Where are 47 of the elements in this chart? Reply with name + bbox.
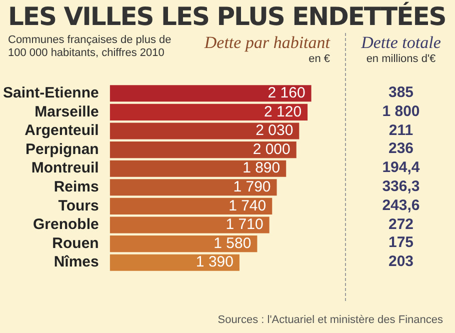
data-label: 2 160 bbox=[268, 84, 306, 102]
chart-title: LES VILLES LES PLUS ENDETTÉES bbox=[8, 2, 446, 31]
bar bbox=[110, 216, 270, 234]
text: Dette totale bbox=[360, 33, 442, 53]
data-label: 1 890 bbox=[242, 160, 280, 177]
bar bbox=[110, 160, 286, 177]
y-tick-label: Montreuil bbox=[31, 160, 99, 177]
bar bbox=[110, 254, 240, 271]
text: 385 bbox=[387, 83, 415, 104]
bar bbox=[110, 85, 312, 102]
bar bbox=[110, 198, 272, 214]
y-tick-label: Argenteuil bbox=[24, 122, 99, 140]
chart-subtitle: Communes françaises de plus de 100 000 habitants, chiffres 2010 bbox=[8, 34, 172, 60]
text: 272 bbox=[387, 214, 415, 235]
y-tick-label: Nîmes bbox=[54, 254, 99, 271]
bar bbox=[110, 142, 296, 158]
text: 1 800 bbox=[381, 102, 421, 122]
text: en millions d'€ bbox=[365, 53, 437, 65]
data-label: 1 710 bbox=[226, 216, 264, 234]
y-tick-label: Saint-Etienne bbox=[2, 84, 99, 102]
text: 175 bbox=[387, 233, 415, 254]
y-tick-label: Grenoble bbox=[32, 216, 99, 234]
text: 336,3 bbox=[381, 177, 421, 198]
y-tick-label: Rouen bbox=[52, 234, 99, 252]
bar bbox=[110, 236, 258, 252]
data-label: 1 580 bbox=[214, 234, 252, 252]
x-axis-title: Dette par habitant bbox=[204, 33, 330, 53]
bar bbox=[110, 122, 300, 140]
y-tick-label: Perpignan bbox=[25, 140, 99, 158]
text: 243,6 bbox=[381, 196, 421, 216]
y-tick-label: Marseille bbox=[34, 103, 99, 120]
text: en € bbox=[308, 53, 330, 65]
text: 203 bbox=[387, 252, 415, 272]
data-label: 1 790 bbox=[233, 178, 271, 196]
bar bbox=[110, 104, 308, 120]
text: 236 bbox=[387, 139, 415, 160]
text: 194,4 bbox=[381, 158, 421, 178]
data-label: 2 030 bbox=[256, 122, 294, 140]
y-tick-label: Reims bbox=[54, 178, 99, 196]
text: 211 bbox=[388, 120, 414, 141]
data-label: 2 000 bbox=[252, 140, 290, 158]
source-note: Sources : l'Actuariel et ministère des Finances bbox=[218, 314, 443, 326]
data-label: 1 740 bbox=[228, 197, 266, 214]
data-label: 1 390 bbox=[196, 254, 234, 271]
data-label: 2 120 bbox=[264, 103, 302, 120]
y-tick-label: Tours bbox=[58, 197, 99, 214]
bar bbox=[110, 179, 277, 196]
